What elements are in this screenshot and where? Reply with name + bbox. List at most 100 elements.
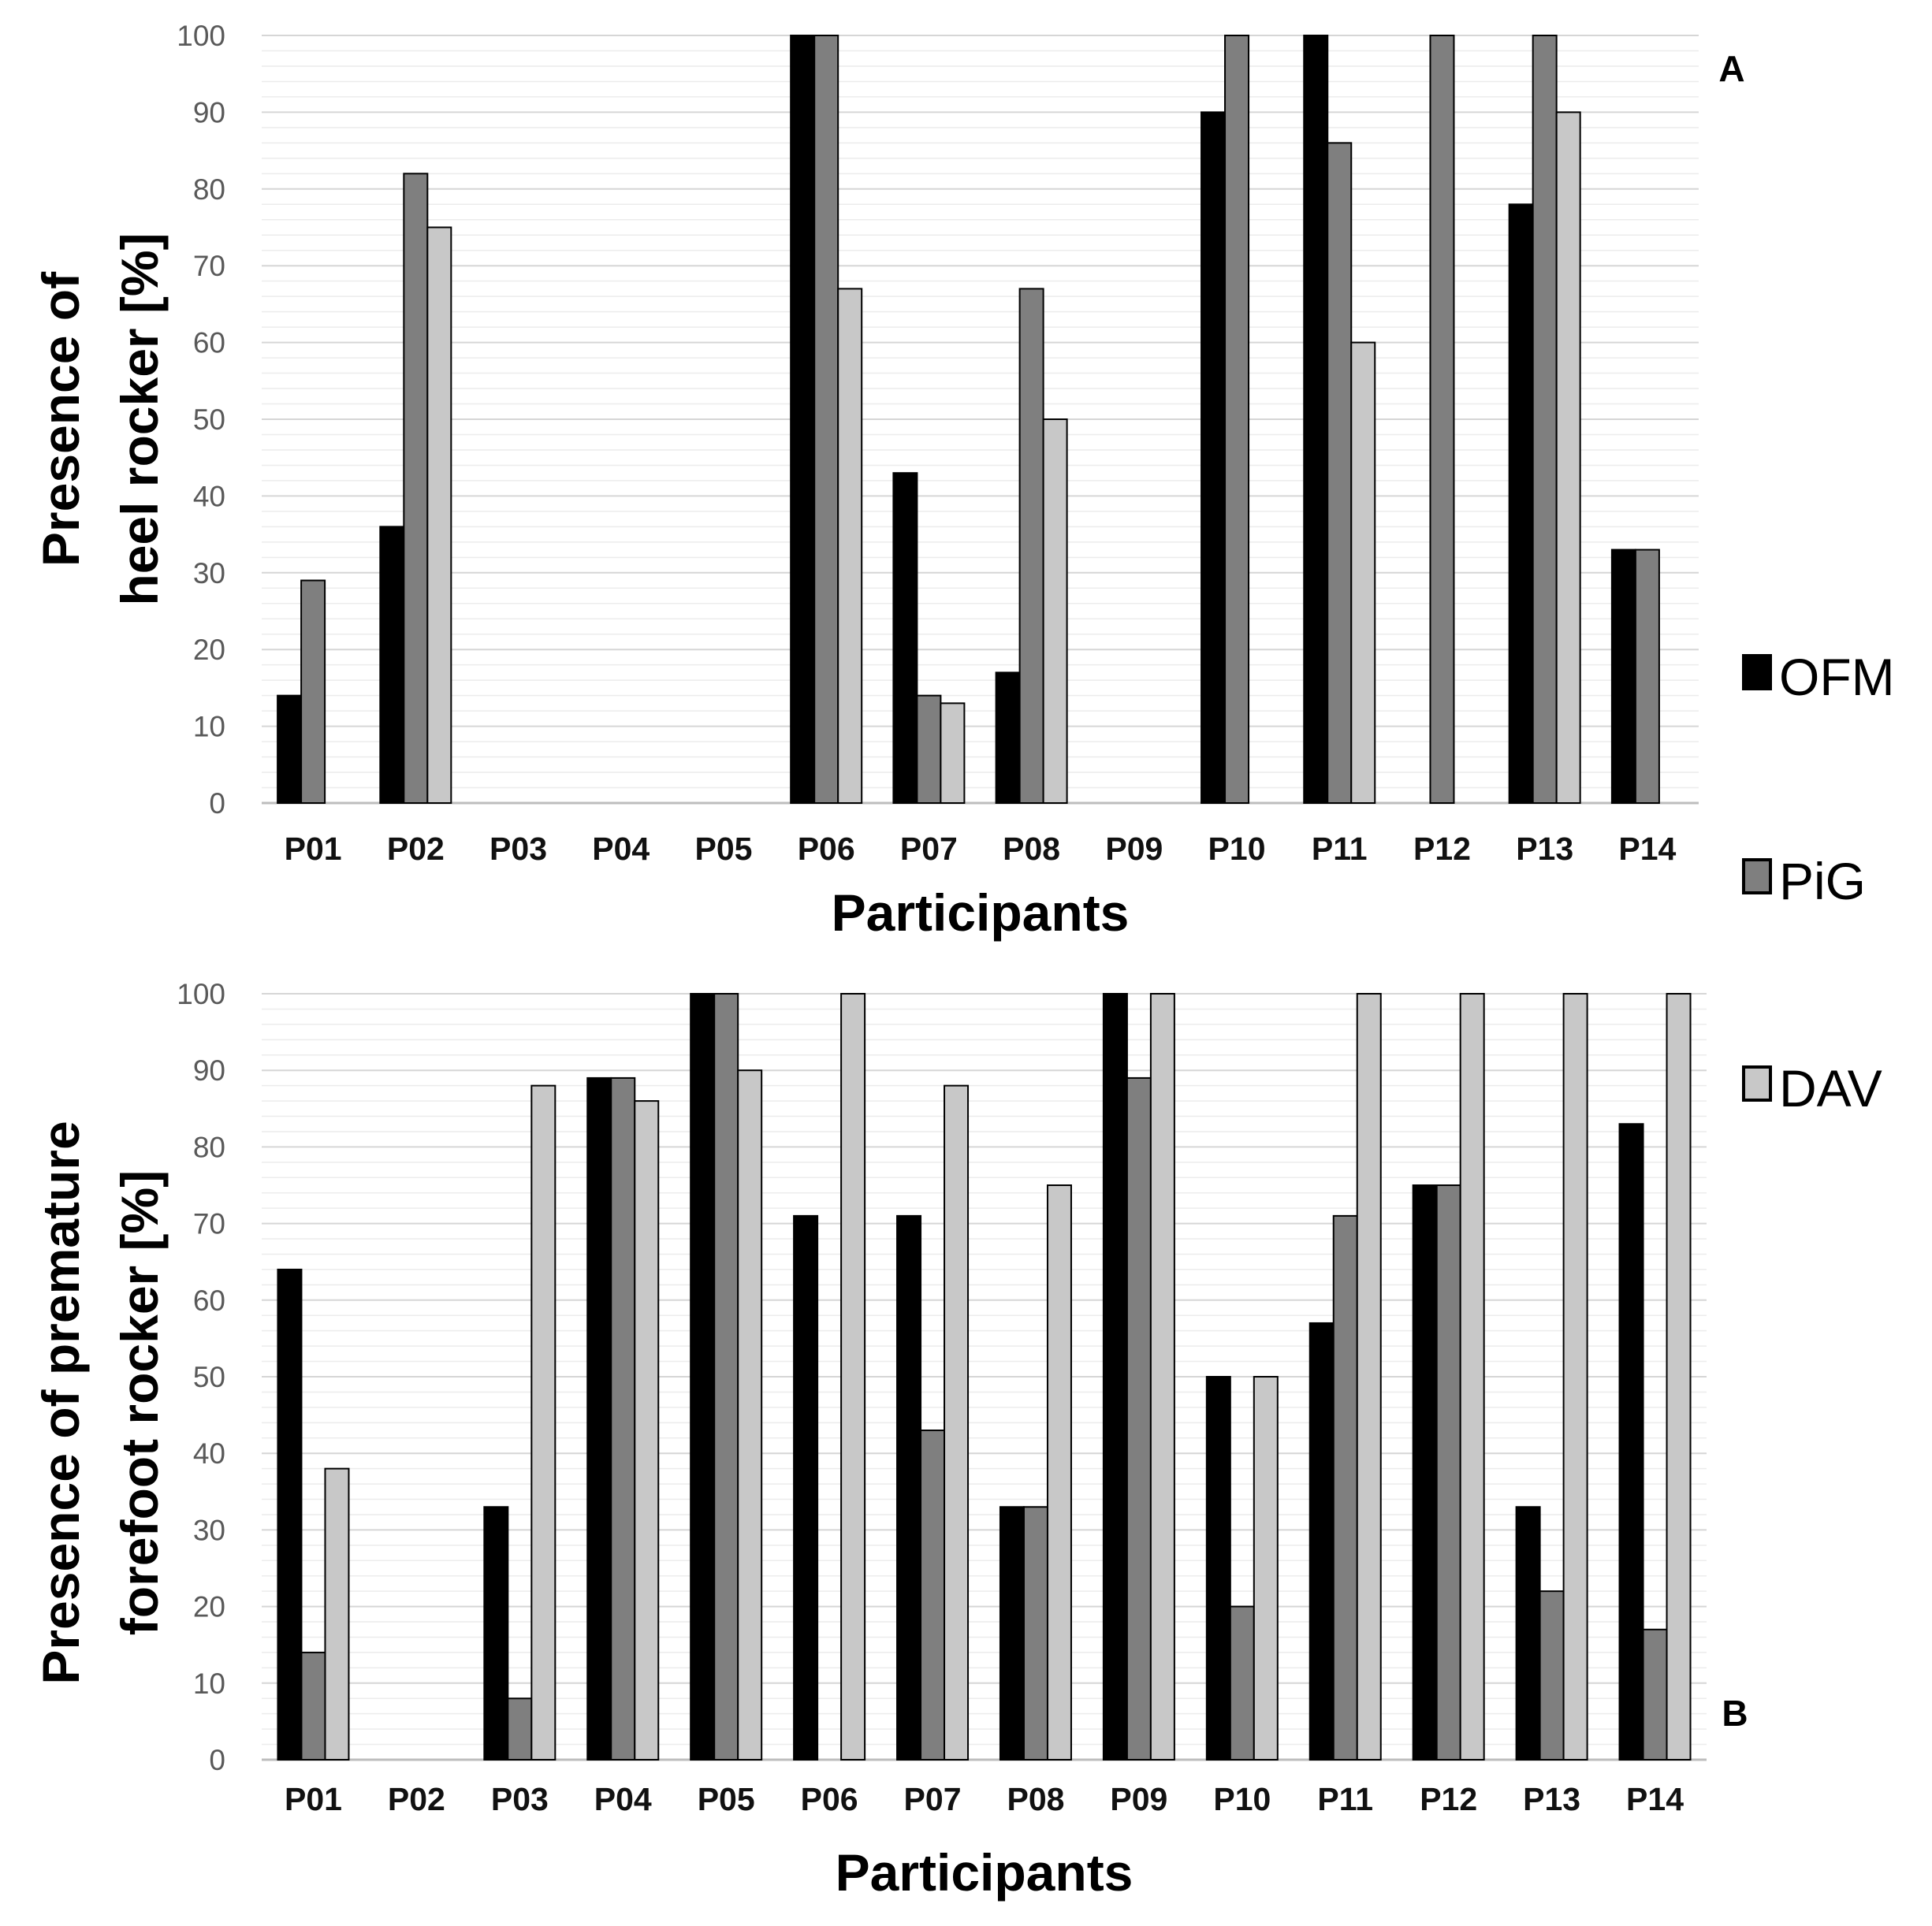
y-tick-label: 50 xyxy=(193,403,225,436)
bar-ofm xyxy=(277,1268,303,1761)
bar-ofm xyxy=(690,993,716,1761)
bar-pig xyxy=(1642,1628,1668,1761)
x-tick-label: P10 xyxy=(1213,1781,1271,1817)
y-tick-label: 70 xyxy=(193,250,225,282)
x-tick-label: P06 xyxy=(801,1781,858,1817)
bar-pig xyxy=(1634,548,1660,805)
bar-pig xyxy=(610,1076,636,1761)
bar-pig xyxy=(1435,1184,1461,1761)
bar-ofm xyxy=(586,1076,612,1761)
bar-dav xyxy=(1356,993,1382,1761)
bar-ofm xyxy=(1205,1376,1231,1761)
y-tick-label: 90 xyxy=(193,96,225,128)
panel-label: B xyxy=(1722,1693,1748,1734)
bar-dav xyxy=(324,1467,350,1761)
y-tick-label: 20 xyxy=(193,634,225,666)
bar-ofm xyxy=(483,1506,509,1761)
bar-pig xyxy=(1539,1590,1565,1761)
bar-dav xyxy=(1555,111,1581,804)
x-tick-label: P14 xyxy=(1618,831,1676,867)
x-tick-label: P09 xyxy=(1105,831,1163,867)
y-axis-title-line: Presence of xyxy=(32,271,90,567)
y-tick-label: 0 xyxy=(209,1744,225,1776)
bar-dav xyxy=(1042,418,1068,804)
bar-pig xyxy=(1327,142,1353,805)
y-tick-label: 40 xyxy=(193,1437,225,1470)
bar-dav xyxy=(837,288,863,805)
bar-dav xyxy=(1149,993,1175,1761)
x-tick-label: P04 xyxy=(592,831,650,867)
y-tick-label: 100 xyxy=(177,20,225,52)
x-tick-label: P13 xyxy=(1523,1781,1580,1817)
legend: OFM PiG DAV xyxy=(1742,648,1895,1117)
x-tick-label: P13 xyxy=(1516,831,1573,867)
bar-ofm xyxy=(1102,993,1128,1761)
x-tick-label: P07 xyxy=(900,831,958,867)
y-tick-label: 20 xyxy=(193,1591,225,1623)
legend-swatch-dav xyxy=(1742,1065,1772,1102)
y-tick-label: 0 xyxy=(209,787,225,820)
x-tick-label: P11 xyxy=(1312,831,1368,867)
bar-ofm xyxy=(892,472,918,804)
bar-pig xyxy=(1532,35,1558,804)
y-tick-label: 40 xyxy=(193,480,225,512)
bar-dav xyxy=(1666,993,1692,1761)
bar-dav xyxy=(1046,1184,1072,1761)
panel-label: A xyxy=(1718,48,1744,89)
bar-ofm xyxy=(1610,548,1636,805)
x-tick-label: P04 xyxy=(594,1781,652,1817)
y-tick-label: 70 xyxy=(193,1208,225,1240)
x-tick-label: P02 xyxy=(388,1781,445,1817)
x-axis-title: Participants xyxy=(836,1843,1134,1902)
x-tick-label: P03 xyxy=(491,1781,549,1817)
bar-ofm xyxy=(995,671,1021,804)
bar-dav xyxy=(1562,993,1588,1761)
bar-dav xyxy=(530,1084,557,1761)
bar-pig xyxy=(1224,35,1250,804)
bar-pig xyxy=(916,694,942,805)
bar-dav xyxy=(940,702,966,805)
x-tick-label: P08 xyxy=(1003,831,1060,867)
x-tick-label: P09 xyxy=(1110,1781,1167,1817)
bar-ofm xyxy=(1201,111,1227,804)
x-tick-label: P01 xyxy=(285,1781,342,1817)
bar-ofm xyxy=(1515,1506,1541,1761)
bar-ofm xyxy=(1412,1184,1438,1761)
x-tick-label: P06 xyxy=(798,831,855,867)
y-tick-label: 60 xyxy=(193,1285,225,1317)
x-tick-label: P14 xyxy=(1626,1781,1684,1817)
bar-dav xyxy=(944,1084,970,1761)
y-tick-label: 90 xyxy=(193,1054,225,1087)
legend-swatch-ofm xyxy=(1742,654,1772,690)
x-tick-label: P01 xyxy=(285,831,342,867)
bar-ofm xyxy=(1308,1322,1335,1761)
bar-dav xyxy=(1253,1376,1279,1761)
bar-pig xyxy=(300,1651,326,1761)
x-tick-label: P12 xyxy=(1420,1781,1477,1817)
bar-pig xyxy=(1126,1076,1152,1761)
legend-label: PiG xyxy=(1779,852,1866,910)
bar-ofm xyxy=(793,1214,819,1761)
y-axis-title-line: forefoot rocker [%] xyxy=(110,1170,169,1635)
bar-pig xyxy=(1429,35,1455,804)
x-tick-label: P05 xyxy=(698,1781,755,1817)
bar-dav xyxy=(426,226,452,804)
bar-ofm xyxy=(999,1506,1025,1761)
x-tick-label: P11 xyxy=(1317,1781,1373,1817)
y-tick-label: 10 xyxy=(193,1668,225,1700)
panel-b-chart: 0 10 20 30 40 50 60 70 80 90 100 P01 P02 P03 P04 P05 P06… xyxy=(32,978,1748,1902)
x-tick-label: P03 xyxy=(490,831,547,867)
y-tick-label: 30 xyxy=(193,1514,225,1546)
y-axis-title-line: Presence of premature xyxy=(32,1121,90,1684)
y-tick-label: 10 xyxy=(193,711,225,743)
bar-ofm xyxy=(1508,203,1534,804)
bar-ofm xyxy=(790,35,816,804)
legend-label: OFM xyxy=(1779,648,1895,706)
bar-pig xyxy=(920,1430,946,1761)
x-tick-label: P05 xyxy=(694,831,752,867)
bar-dav xyxy=(1459,993,1485,1761)
bar-ofm xyxy=(1303,35,1329,804)
bar-dav xyxy=(840,993,866,1761)
bar-pig xyxy=(813,35,839,804)
y-tick-label: 60 xyxy=(193,327,225,359)
